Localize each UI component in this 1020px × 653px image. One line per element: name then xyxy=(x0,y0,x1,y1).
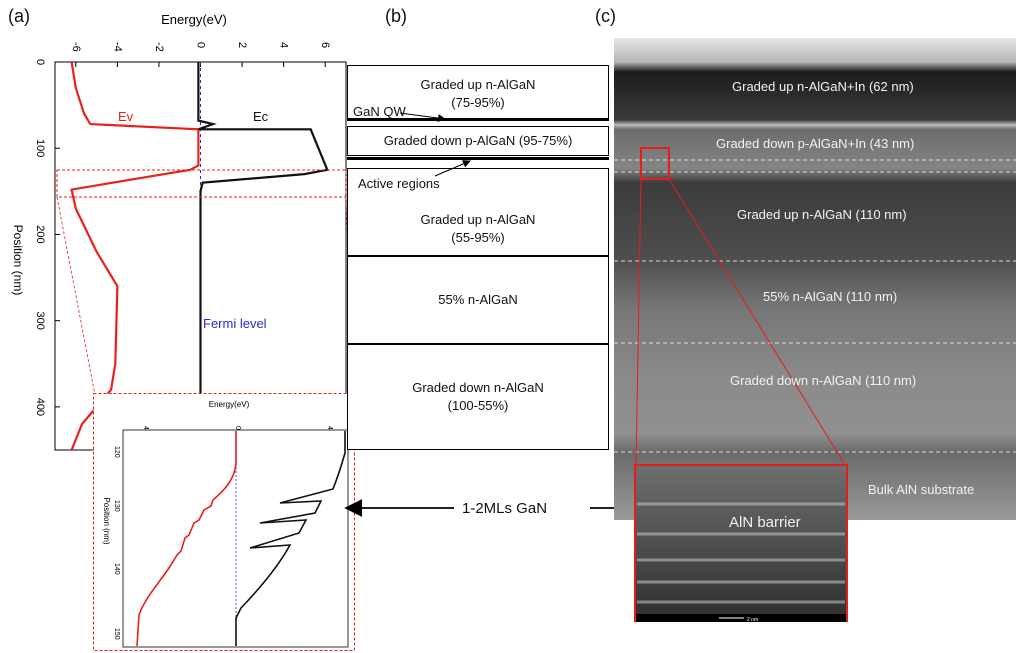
tem-layer-label: Graded down n-AlGaN (110 nm) xyxy=(730,373,917,388)
tem-inset-frame xyxy=(634,464,848,622)
position-ticks: 0 100 200 300 400 xyxy=(34,59,60,416)
inset-x-tick: 4 xyxy=(142,426,149,430)
position-tick-label: 100 xyxy=(34,139,46,157)
inset-y-tick: 120 xyxy=(113,446,120,458)
inset-y-tick: 150 xyxy=(113,628,120,640)
position-tick-label: 400 xyxy=(34,398,46,416)
inset-ev-line xyxy=(136,431,237,647)
ev-label: Ev xyxy=(118,109,134,124)
energy-tick-label: 6 xyxy=(319,42,331,48)
gan-qw-arrow xyxy=(399,112,446,123)
position-tick-label: 300 xyxy=(34,311,46,329)
inset-position-label: Position (nm) xyxy=(102,497,111,544)
active-regions-arrow xyxy=(434,160,471,177)
panel-label-b: (b) xyxy=(385,6,407,26)
zoom-connector xyxy=(635,178,642,466)
energy-tick-label: -6 xyxy=(70,42,82,52)
panel-label-c: (c) xyxy=(595,6,616,26)
tem-inset: 2 nm AlN barrier xyxy=(634,464,848,623)
tem-layer-label: Graded down p-AlGaN+In (43 nm) xyxy=(716,136,915,151)
ev-series-line xyxy=(70,61,200,451)
tem-background xyxy=(614,38,1016,520)
position-tick-label: 0 xyxy=(34,59,46,65)
gan-qw-label: GaN QW xyxy=(353,104,406,119)
tem-layer-label: Graded up n-AlGaN+In (62 nm) xyxy=(732,79,914,94)
energy-ticks: -6 -4 -2 0 2 4 6 xyxy=(70,42,331,67)
energy-tick-label: -2 xyxy=(153,42,165,52)
position-axis-label: Position (nm) xyxy=(11,225,25,296)
ec-series-line xyxy=(197,62,329,450)
layer-graded-up-n-algan-mid: Graded up n-AlGaN (55-95%) xyxy=(347,168,609,256)
inset-x-tick: 0 xyxy=(234,426,241,430)
tem-layer-label: 55% n-AlGaN (110 nm) xyxy=(763,289,898,304)
band-inset-chart: Energy(eV) Position (nm) 4 0 4 120 130 1… xyxy=(93,393,355,651)
inset-energy-label: Energy(eV) xyxy=(209,400,250,409)
energy-axis-label: Energy(eV) xyxy=(161,12,227,27)
tem-micrograph xyxy=(614,38,1016,520)
monolayer-gan-label: 1-2MLs GaN xyxy=(462,500,548,517)
zoom-connector-left xyxy=(56,196,96,396)
fermi-level-label: Fermi level xyxy=(203,316,267,331)
tem-layer-label: Graded up n-AlGaN (110 nm) xyxy=(737,207,907,222)
monolayer-stripes xyxy=(637,502,845,604)
inset-plot-frame xyxy=(122,429,349,648)
inset-ec-line xyxy=(235,431,346,646)
gan-qw-line xyxy=(347,119,609,121)
tem-layer-label: Bulk AlN substrate xyxy=(868,482,975,497)
active-regions-label: Active regions xyxy=(358,176,440,191)
panel-label-a: (a) xyxy=(8,6,30,26)
position-tick-label: 200 xyxy=(34,225,46,243)
aln-barrier-label: AlN barrier xyxy=(729,514,801,531)
active-regions-line xyxy=(347,157,609,160)
zoom-region-box xyxy=(56,169,347,198)
inset-y-tick: 130 xyxy=(113,500,120,512)
ec-label: Ec xyxy=(253,109,269,124)
scale-bar-label: 2 nm xyxy=(747,617,758,623)
layer-55-n-algan: 55% n-AlGaN xyxy=(347,256,609,344)
panel-b-arrows xyxy=(399,112,471,177)
energy-tick-label: 4 xyxy=(278,42,290,48)
band-diagram-chart: Energy(eV) Position (nm) -6 -4 -2 0 2 4 6 0 100… xyxy=(11,12,355,451)
inset-x-tick: 4 xyxy=(326,426,333,430)
layer-graded-down-n-algan: Graded down n-AlGaN (100-55%) xyxy=(347,344,609,450)
energy-tick-label: 2 xyxy=(236,42,248,48)
zoom-connector xyxy=(668,178,846,466)
inset-frame xyxy=(93,393,355,651)
energy-tick-label: 0 xyxy=(195,42,207,48)
layer-graded-down-p-algan: Graded down p-AlGaN (95-75%) xyxy=(347,126,609,156)
energy-tick-label: -4 xyxy=(111,42,123,52)
layer-graded-up-n-algan-top: Graded up n-AlGaN (75-95%) xyxy=(347,65,609,119)
zoom-region-box xyxy=(640,147,670,180)
inset-y-tick: 140 xyxy=(113,563,120,575)
